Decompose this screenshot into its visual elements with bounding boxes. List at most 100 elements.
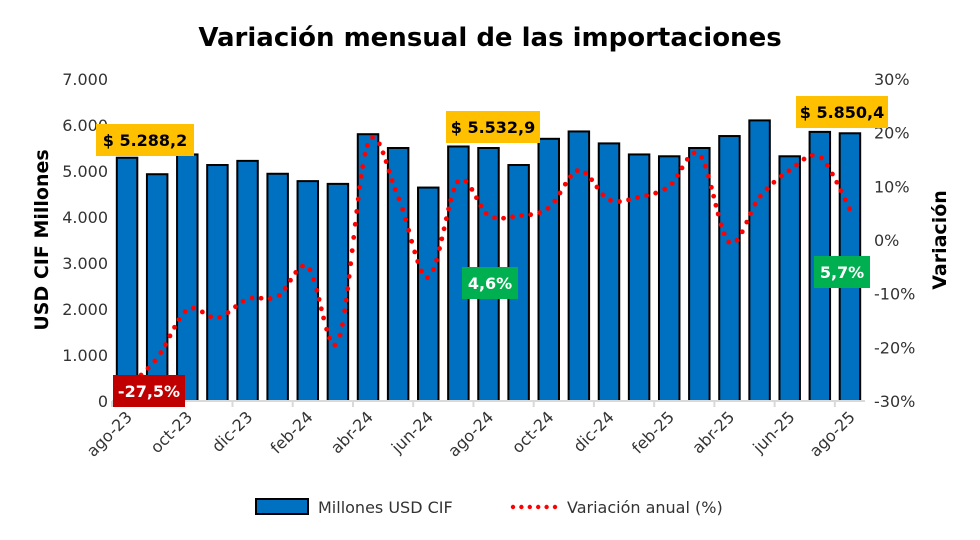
line-dot (446, 206, 451, 212)
line-dot (409, 238, 415, 244)
line-dot (351, 235, 357, 240)
line-dot (510, 214, 515, 220)
line-dot (346, 274, 352, 279)
line-dot (425, 275, 430, 281)
line-dot (307, 267, 313, 273)
bar (176, 153, 199, 402)
line-dot (158, 350, 164, 355)
line-dot (172, 324, 177, 330)
legend-line-dot (552, 504, 558, 510)
x-tick-label: jun-25 (748, 407, 798, 457)
y-tick-label: 4.000 (62, 208, 108, 227)
line-dot (386, 168, 392, 174)
bar (206, 164, 229, 402)
legend-line-dot (527, 504, 532, 510)
line-dot (437, 246, 442, 251)
x-tick-label: oct-23 (147, 407, 196, 456)
data-label-box (462, 267, 518, 299)
line-dot (327, 335, 333, 341)
line-dot (288, 277, 293, 283)
y2-tick-label: -20% (874, 338, 915, 357)
line-dot (669, 181, 675, 186)
bar (326, 182, 350, 402)
line-dot (574, 168, 580, 174)
line-dot (441, 226, 447, 232)
line-dot (847, 206, 852, 212)
line-dot (715, 211, 721, 217)
line-dot (708, 184, 714, 190)
line-dot (771, 179, 777, 185)
legend-bar-swatch (255, 498, 309, 515)
line-dot (354, 209, 360, 214)
x-tick-label: feb-24 (267, 407, 317, 457)
line-dot (348, 261, 354, 267)
legend-line-dot (536, 504, 541, 510)
line-dot (389, 178, 395, 183)
legend-line-dot (544, 504, 549, 510)
line-dot (786, 168, 792, 174)
y2-tick-label: 20% (874, 124, 910, 143)
line-dot (439, 236, 445, 242)
line-dot (455, 179, 461, 185)
line-dot (258, 295, 264, 301)
y2-axis-title: Variación (929, 190, 951, 290)
data-label-box (446, 111, 540, 143)
line-dot (208, 314, 214, 320)
line-dot (545, 205, 551, 211)
line-dot (842, 197, 848, 203)
legend-line-label: Variación anual (%) (567, 498, 723, 517)
line-dot (199, 309, 205, 315)
line-dot (357, 184, 363, 190)
line-dot (392, 187, 398, 192)
line-dot (474, 195, 479, 201)
x-tick-label: abr-25 (688, 407, 738, 457)
data-label: -27,5% (118, 382, 180, 401)
line-dot (360, 164, 366, 169)
line-dot (448, 197, 454, 203)
bar (417, 186, 440, 402)
y-tick-label: 2.000 (62, 300, 108, 319)
line-dot (705, 173, 711, 179)
data-label: $ 5.288,2 (103, 131, 188, 150)
line-dot (358, 174, 364, 179)
line-dot (415, 259, 421, 264)
line-dot (739, 229, 745, 235)
line-dot (557, 190, 563, 196)
line-dot (744, 219, 750, 225)
line-dot (314, 287, 320, 293)
line-dot (834, 179, 840, 185)
line-dot (608, 197, 613, 203)
line-dot (400, 206, 406, 212)
line-dot (443, 216, 449, 222)
line-dot (380, 150, 386, 156)
data-label: 5,7% (820, 263, 864, 282)
line-dot (396, 196, 402, 202)
line-dot (267, 296, 273, 301)
line-dot (276, 292, 282, 298)
line-dot (337, 332, 343, 338)
x-tick-label: ago-24 (444, 407, 497, 460)
bar (597, 142, 621, 402)
line-dot (752, 201, 758, 207)
y-tick-label: 1.000 (62, 346, 108, 365)
line-dot (190, 305, 196, 311)
line-dot (589, 177, 595, 183)
legend-line-dot (519, 504, 524, 510)
line-dot (653, 190, 659, 196)
line-dot (699, 154, 704, 160)
data-label: 4,6% (468, 274, 512, 293)
bar (537, 137, 560, 403)
x-tick-label: abr-24 (327, 407, 377, 457)
line-dot (662, 186, 668, 192)
line-dot (451, 187, 457, 193)
line-dot (713, 202, 719, 208)
line-dot (600, 192, 606, 198)
data-label: $ 5.532,9 (451, 118, 536, 137)
line-dot (552, 198, 558, 204)
line-dot (711, 193, 717, 199)
line-dot (830, 171, 835, 177)
line-dot (757, 193, 763, 199)
legend-bar-label: Millones USD CIF (318, 498, 453, 517)
line-dot (355, 196, 361, 202)
line-dot (434, 257, 439, 263)
